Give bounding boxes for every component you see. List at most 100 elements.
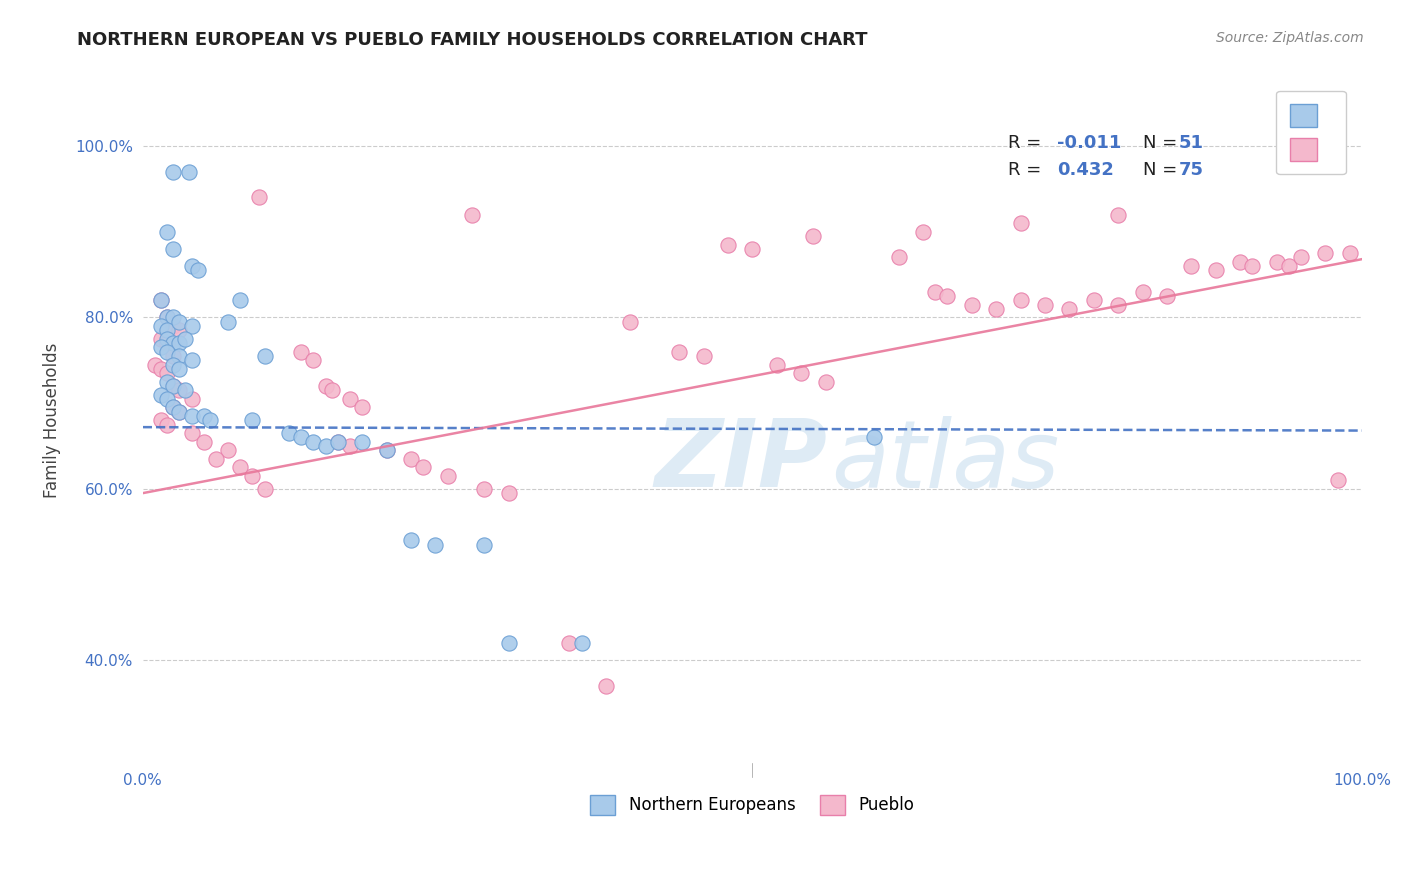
Point: [143, 358, 166, 372]
Point: [242, 413, 264, 427]
Point: [801, 229, 824, 244]
Point: [765, 358, 787, 372]
Point: [1180, 259, 1202, 273]
Point: [156, 344, 179, 359]
Point: [315, 379, 337, 393]
Point: [375, 443, 398, 458]
Point: [247, 190, 270, 204]
Point: [162, 336, 184, 351]
Point: [193, 434, 215, 449]
Point: [162, 379, 184, 393]
Point: [924, 285, 946, 299]
Point: [1107, 297, 1129, 311]
Text: N =: N =: [1143, 161, 1182, 179]
Point: [352, 434, 374, 449]
Point: [162, 379, 184, 393]
Point: [290, 344, 312, 359]
Point: [290, 430, 312, 444]
Point: [412, 460, 434, 475]
Legend: Northern Europeans, Pueblo: Northern Europeans, Pueblo: [582, 787, 922, 823]
Text: Source: ZipAtlas.com: Source: ZipAtlas.com: [1216, 31, 1364, 45]
Point: [375, 443, 398, 458]
Point: [150, 387, 173, 401]
Point: [717, 237, 740, 252]
Point: [156, 366, 179, 380]
Point: [150, 293, 173, 308]
Point: [150, 340, 173, 354]
Point: [326, 434, 349, 449]
Point: [1265, 254, 1288, 268]
Point: [156, 310, 179, 325]
Point: [156, 392, 179, 406]
Point: [352, 401, 374, 415]
Point: [1339, 246, 1361, 260]
Point: [399, 451, 422, 466]
Point: [1132, 285, 1154, 299]
Point: [169, 384, 191, 398]
Point: [156, 323, 179, 337]
Text: 0.432: 0.432: [1057, 161, 1114, 179]
Point: [339, 392, 361, 406]
Point: [1315, 246, 1337, 260]
Point: [960, 297, 983, 311]
Text: N =: N =: [1143, 134, 1182, 152]
Point: [180, 353, 202, 368]
Point: [169, 315, 191, 329]
Point: [180, 392, 202, 406]
Text: 51: 51: [1180, 134, 1204, 152]
Point: [692, 349, 714, 363]
Point: [321, 384, 343, 398]
Point: [912, 225, 935, 239]
Point: [1156, 289, 1178, 303]
Point: [887, 251, 910, 265]
Point: [150, 413, 173, 427]
Point: [169, 336, 191, 351]
Point: [558, 636, 581, 650]
Point: [205, 451, 228, 466]
Point: [150, 332, 173, 346]
Point: [863, 430, 886, 444]
Point: [180, 318, 202, 333]
Point: [498, 636, 520, 650]
Point: [180, 409, 202, 423]
Point: [302, 353, 325, 368]
Point: [169, 349, 191, 363]
Point: [461, 208, 484, 222]
Point: [169, 405, 191, 419]
Point: [399, 533, 422, 548]
Point: [150, 362, 173, 376]
Point: [169, 405, 191, 419]
Text: ZIP: ZIP: [655, 416, 828, 508]
Point: [217, 443, 239, 458]
Point: [156, 336, 179, 351]
Point: [217, 315, 239, 329]
Point: [595, 679, 617, 693]
Point: [498, 486, 520, 500]
Point: [162, 165, 184, 179]
Point: [1010, 293, 1032, 308]
Text: atlas: atlas: [831, 416, 1060, 507]
Point: [1229, 254, 1251, 268]
Point: [162, 349, 184, 363]
Point: [162, 318, 184, 333]
Point: [1010, 216, 1032, 230]
Point: [315, 439, 337, 453]
Point: [180, 259, 202, 273]
Y-axis label: Family Households: Family Households: [44, 343, 60, 498]
Point: [278, 426, 301, 441]
Point: [1241, 259, 1264, 273]
Point: [936, 289, 959, 303]
Point: [571, 636, 593, 650]
Point: [986, 301, 1008, 316]
Point: [436, 469, 458, 483]
Point: [169, 362, 191, 376]
Point: [1205, 263, 1227, 277]
Point: [741, 242, 763, 256]
Point: [1326, 473, 1348, 487]
Text: -0.011: -0.011: [1057, 134, 1122, 152]
Point: [177, 165, 200, 179]
Point: [1033, 297, 1056, 311]
Point: [1278, 259, 1301, 273]
Point: [156, 332, 179, 346]
Point: [814, 375, 837, 389]
